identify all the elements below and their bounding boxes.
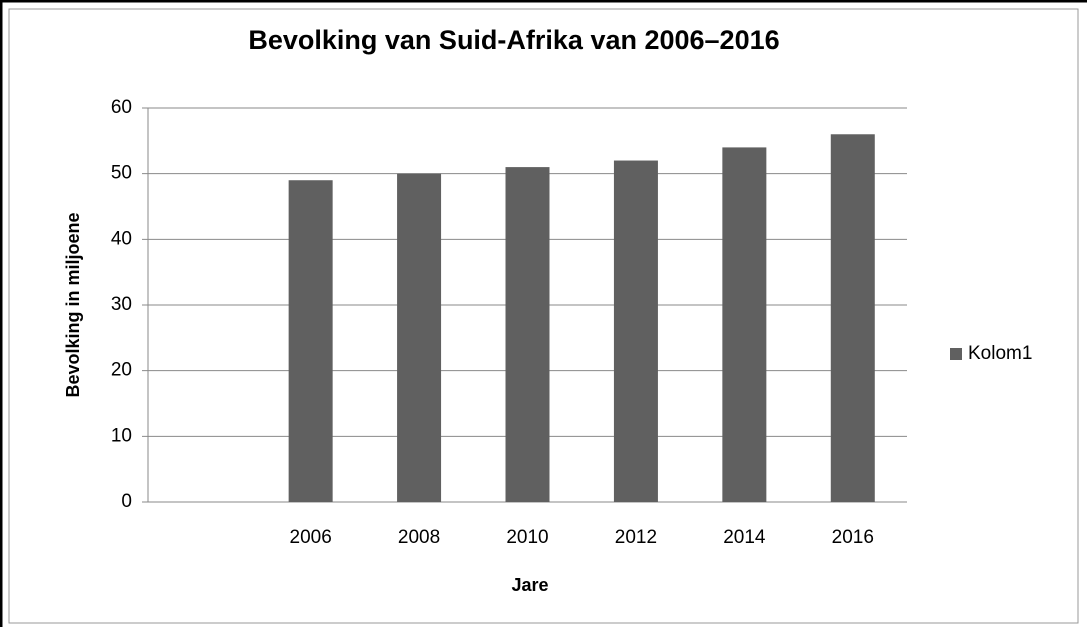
x-tick-label: 2008 (398, 527, 440, 548)
y-tick-label: 50 (111, 163, 132, 184)
y-tick-label: 20 (111, 360, 132, 381)
x-tick-label: 2016 (832, 527, 874, 548)
bar (397, 173, 442, 502)
y-tick-label: 60 (111, 97, 132, 118)
x-tick-label: 2012 (615, 527, 657, 548)
legend-swatch (950, 348, 962, 360)
y-axis-label: Bevolking in miljoene (63, 212, 83, 397)
x-tick-label: 2010 (506, 527, 548, 548)
bar (613, 160, 658, 503)
bar (288, 180, 333, 502)
x-tick-label: 2014 (723, 527, 766, 548)
x-axis-label: Jare (511, 575, 548, 595)
chart-border (8, 8, 1079, 624)
y-tick-label: 40 (111, 228, 132, 249)
chart-title: Bevolking van Suid-Afrika van 2006–2016 (248, 25, 779, 55)
y-tick-label: 0 (121, 491, 132, 512)
y-tick-label: 10 (111, 425, 132, 446)
bar (722, 147, 767, 502)
bar (830, 134, 875, 502)
y-tick-label: 30 (111, 294, 132, 315)
x-tick-label: 2006 (290, 527, 332, 548)
legend-label: Kolom1 (968, 343, 1032, 364)
bar (505, 167, 550, 502)
